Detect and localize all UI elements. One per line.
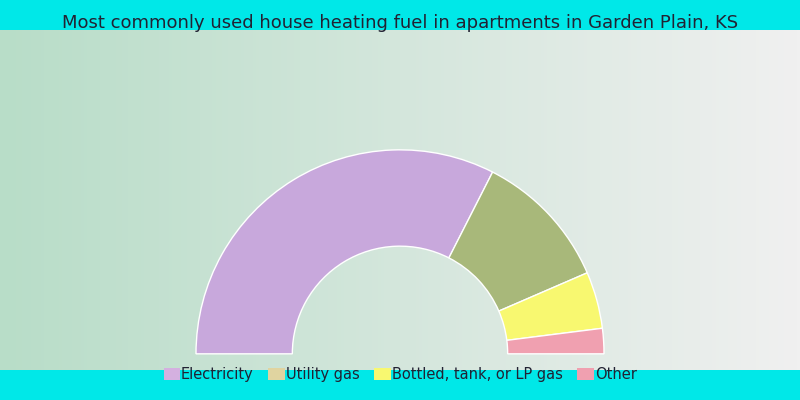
Text: Most commonly used house heating fuel in apartments in Garden Plain, KS: Most commonly used house heating fuel in… <box>62 14 738 32</box>
Bar <box>0 370 800 400</box>
Wedge shape <box>449 172 587 311</box>
Legend: Electricity, Utility gas, Bottled, tank, or LP gas, Other: Electricity, Utility gas, Bottled, tank,… <box>158 361 642 388</box>
Bar <box>0 0 800 30</box>
Wedge shape <box>499 273 602 340</box>
Wedge shape <box>196 150 493 354</box>
Wedge shape <box>507 328 604 354</box>
